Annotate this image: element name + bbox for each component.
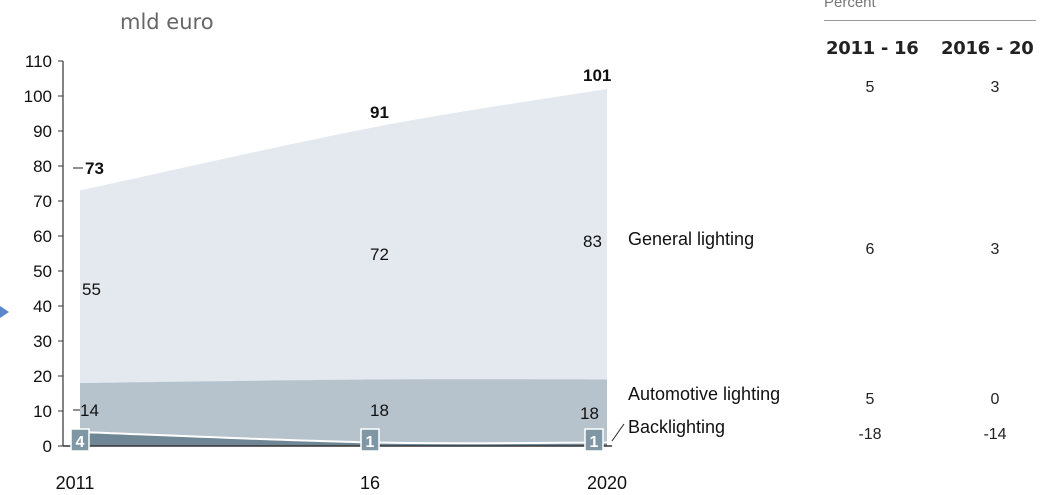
y-tick-label: 30	[33, 332, 52, 351]
general-lighting-value-label: 83	[583, 232, 602, 251]
general-lighting-value-label: 72	[370, 245, 389, 264]
total-value-label: 101	[583, 66, 611, 85]
y-tick-label: 10	[33, 402, 52, 421]
general-lighting-area	[80, 89, 607, 383]
x-tick-label: 2011	[56, 473, 95, 493]
x-tick-label: 2020	[587, 473, 627, 493]
backlighting-value-label: 1	[590, 434, 599, 451]
y-tick-label: 80	[33, 157, 52, 176]
cagr-title: Percent	[824, 0, 876, 11]
unit-label: mld euro	[120, 10, 214, 34]
cagr-general-2011-16: 6	[840, 241, 900, 259]
y-tick-label: 40	[33, 297, 52, 316]
y-tick-label: 50	[33, 262, 52, 281]
y-tick-label: 90	[33, 122, 52, 141]
cagr-total-2011-16: 5	[840, 79, 900, 97]
automotive-lighting-area	[80, 379, 607, 442]
total-value-label: 91	[370, 103, 389, 122]
cagr-backlighting-2016-20: -14	[965, 426, 1025, 444]
y-tick-label: 70	[33, 192, 52, 211]
total-value-label: 73	[85, 159, 104, 178]
y-tick-label: 60	[33, 227, 52, 246]
series-legend-label: Backlighting	[628, 417, 725, 437]
cagr-total-2016-20: 3	[965, 79, 1025, 97]
cagr-header-1: 2011 - 16	[826, 38, 918, 59]
cagr-header-2: 2016 - 20	[941, 38, 1033, 59]
series-legend-label: Automotive lighting	[628, 384, 780, 404]
automotive-lighting-value-label: 18	[580, 404, 599, 423]
y-tick-label: 20	[33, 367, 52, 386]
cagr-backlighting-2011-16: -18	[840, 426, 900, 444]
backlighting-legend-leader	[612, 424, 624, 441]
y-tick-label: 0	[43, 437, 52, 456]
x-tick-label: 16	[360, 473, 380, 493]
cagr-general-2016-20: 3	[965, 241, 1025, 259]
cagr-automotive-2011-16: 5	[840, 391, 900, 409]
backlighting-value-label: 1	[366, 434, 375, 451]
cagr-divider	[824, 20, 1036, 21]
series-legend-label: General lighting	[628, 229, 754, 249]
backlighting-value-label: 4	[76, 434, 85, 451]
arrow-marker-icon	[0, 306, 9, 318]
general-lighting-value-label: 55	[82, 280, 101, 299]
cagr-automotive-2016-20: 0	[965, 391, 1025, 409]
y-tick-label: 110	[25, 52, 52, 71]
automotive-lighting-value-label: 18	[370, 401, 389, 420]
y-tick-label: 100	[24, 87, 52, 106]
automotive-lighting-value-label: 14	[80, 401, 99, 420]
